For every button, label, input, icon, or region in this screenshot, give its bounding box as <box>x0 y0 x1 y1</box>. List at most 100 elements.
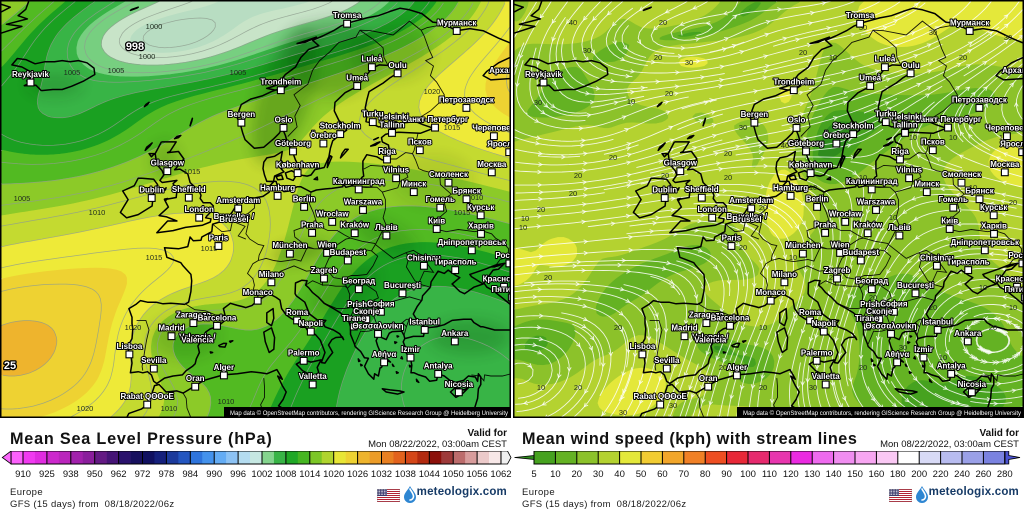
svg-text:30: 30 <box>619 408 627 417</box>
svg-text:910: 910 <box>15 469 31 480</box>
svg-text:990: 990 <box>206 469 222 480</box>
svg-text:Map data © OpenStreetMap contr: Map data © OpenStreetMap contributors, r… <box>230 409 509 417</box>
svg-text:10: 10 <box>889 213 897 222</box>
svg-text:998: 998 <box>126 41 144 53</box>
svg-text:1044: 1044 <box>419 469 440 480</box>
svg-text:40: 40 <box>614 469 625 480</box>
svg-text:20: 20 <box>759 203 767 212</box>
svg-text:1062: 1062 <box>490 469 511 480</box>
svg-text:30: 30 <box>583 46 591 55</box>
svg-text:1020: 1020 <box>77 404 94 413</box>
svg-text:1050: 1050 <box>443 469 464 480</box>
svg-text:20: 20 <box>572 469 583 480</box>
svg-text:100: 100 <box>740 469 756 480</box>
svg-text:1010: 1010 <box>467 193 484 202</box>
svg-text:1005: 1005 <box>64 68 81 77</box>
svg-text:280: 280 <box>997 469 1013 480</box>
svg-text:30: 30 <box>899 343 907 352</box>
svg-text:20: 20 <box>665 89 673 98</box>
svg-text:1038: 1038 <box>395 469 416 480</box>
svg-text:20: 20 <box>859 363 867 372</box>
svg-text:20: 20 <box>574 383 582 392</box>
svg-text:10: 10 <box>519 223 527 232</box>
svg-text:70: 70 <box>679 469 690 480</box>
svg-text:30: 30 <box>929 28 937 37</box>
svg-text:10: 10 <box>1009 303 1017 312</box>
svg-text:10: 10 <box>829 53 837 62</box>
svg-text:1010: 1010 <box>218 397 235 406</box>
svg-text:10: 10 <box>627 97 635 106</box>
svg-text:25: 25 <box>4 360 16 372</box>
svg-text:80: 80 <box>700 469 711 480</box>
svg-text:5: 5 <box>531 469 536 480</box>
svg-text:1015: 1015 <box>201 244 218 253</box>
svg-text:984: 984 <box>182 469 198 480</box>
svg-text:20: 20 <box>869 293 877 302</box>
svg-text:30: 30 <box>1004 33 1012 42</box>
svg-text:120: 120 <box>783 469 799 480</box>
svg-text:40: 40 <box>569 18 577 27</box>
svg-text:20: 20 <box>724 149 732 158</box>
svg-text:260: 260 <box>975 469 991 480</box>
svg-text:962: 962 <box>111 469 127 480</box>
svg-text:20: 20 <box>1009 198 1017 207</box>
svg-text:30: 30 <box>593 469 604 480</box>
svg-text:20: 20 <box>659 18 667 27</box>
svg-text:10: 10 <box>789 253 797 262</box>
svg-text:20: 20 <box>537 205 545 214</box>
svg-text:972: 972 <box>135 469 151 480</box>
svg-text:10: 10 <box>550 469 561 480</box>
svg-text:20: 20 <box>829 273 837 282</box>
svg-text:1015: 1015 <box>184 167 201 176</box>
svg-text:10: 10 <box>979 283 987 292</box>
svg-text:1005: 1005 <box>230 68 247 77</box>
svg-text:1005: 1005 <box>14 194 31 203</box>
svg-text:110: 110 <box>762 469 777 480</box>
svg-text:30: 30 <box>534 98 542 107</box>
svg-text:10: 10 <box>949 133 957 142</box>
svg-text:220: 220 <box>933 469 949 480</box>
svg-text:10: 10 <box>537 383 545 392</box>
svg-text:938: 938 <box>63 469 79 480</box>
svg-text:1020: 1020 <box>323 469 344 480</box>
svg-text:978: 978 <box>158 469 174 480</box>
svg-text:20: 20 <box>724 173 732 182</box>
svg-text:20: 20 <box>609 153 617 162</box>
svg-text:1015: 1015 <box>146 253 163 262</box>
svg-text:10: 10 <box>939 353 947 362</box>
svg-text:1010: 1010 <box>161 404 178 413</box>
svg-text:10: 10 <box>809 183 817 192</box>
svg-text:50: 50 <box>636 469 647 480</box>
svg-text:40: 40 <box>781 141 789 150</box>
svg-text:10: 10 <box>909 133 917 142</box>
svg-text:20: 20 <box>614 323 622 332</box>
svg-text:1032: 1032 <box>371 469 392 480</box>
svg-text:925: 925 <box>39 469 55 480</box>
svg-text:20: 20 <box>989 323 997 332</box>
svg-text:20: 20 <box>759 383 767 392</box>
svg-text:150: 150 <box>847 469 863 480</box>
svg-text:20: 20 <box>574 171 582 180</box>
svg-text:1020: 1020 <box>424 87 441 96</box>
svg-text:180: 180 <box>890 469 906 480</box>
svg-text:Map data © OpenStreetMap contr: Map data © OpenStreetMap contributors, r… <box>743 409 1022 417</box>
svg-text:1026: 1026 <box>347 469 368 480</box>
svg-text:90: 90 <box>721 469 732 480</box>
svg-text:60: 60 <box>657 469 668 480</box>
svg-text:130: 130 <box>804 469 820 480</box>
svg-text:1020: 1020 <box>125 323 142 332</box>
svg-text:160: 160 <box>868 469 884 480</box>
svg-text:1014: 1014 <box>299 469 320 480</box>
svg-text:200: 200 <box>911 469 927 480</box>
svg-text:950: 950 <box>87 469 103 480</box>
svg-text:20: 20 <box>654 53 662 62</box>
svg-text:20: 20 <box>739 243 747 252</box>
svg-text:1056: 1056 <box>467 469 488 480</box>
svg-text:140: 140 <box>826 469 842 480</box>
svg-text:30: 30 <box>739 123 747 132</box>
svg-text:20: 20 <box>544 273 552 282</box>
svg-text:20: 20 <box>719 363 727 372</box>
svg-text:10: 10 <box>759 323 767 332</box>
svg-text:30: 30 <box>809 383 817 392</box>
svg-text:1015: 1015 <box>454 208 471 217</box>
